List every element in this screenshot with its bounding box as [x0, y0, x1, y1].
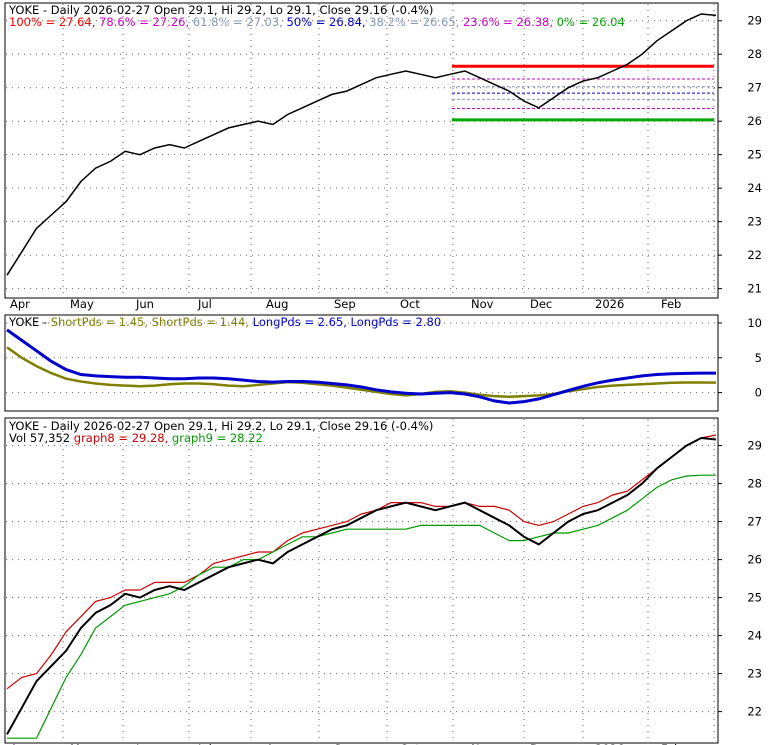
header-item: ShortPds = 1.45, [47, 315, 148, 329]
x-tick-label: Apr [10, 742, 30, 745]
x-tick-label: Sep [334, 297, 356, 311]
y-tick-label: 25 [747, 591, 762, 605]
header-item: 61.8% = 27.03, [189, 15, 283, 29]
x-tick-label: Aug [266, 297, 288, 311]
panel-2-frame [4, 314, 719, 412]
close-price-line [6, 13, 717, 276]
y-tick-label: 0 [755, 386, 762, 400]
header-item: LongPds = 2.65, [249, 315, 347, 329]
panel-2-header: YOKE - ShortPds = 1.45, ShortPds = 1.44,… [8, 315, 441, 329]
panel-1-x-axis: Apr May Jun Jul Aug Sep Oct Nov Dec 2026 Feb [10, 297, 681, 311]
y-tick-label: 28 [747, 477, 762, 491]
header-item: 78.6% = 27.26, [95, 15, 189, 29]
x-tick-label: Feb [661, 297, 681, 311]
y-tick-label: 28 [747, 47, 762, 61]
y-tick-label: 29 [747, 14, 762, 28]
y-tick-label: 5 [755, 351, 762, 365]
header-item: 23.6% = 26.38, [459, 15, 553, 29]
y-tick-label: 27 [747, 81, 762, 95]
y-tick-label: 23 [747, 215, 762, 229]
panel-1-plot [6, 13, 717, 276]
x-tick-label: Aug [266, 742, 288, 745]
x-tick-label: Jun [135, 742, 154, 745]
header-item: ShortPds = 1.44, [148, 315, 249, 329]
header-item: YOKE - [8, 315, 47, 329]
panel-1-frame [4, 2, 719, 299]
x-tick-label: May [70, 297, 94, 311]
x-tick-label: Nov [471, 297, 494, 311]
y-tick-label: 24 [747, 629, 762, 643]
header-item: graph9 = 28.22 [168, 431, 263, 445]
y-tick-label: 26 [747, 114, 762, 128]
series-graph8-line [6, 434, 717, 690]
x-tick-label: Jun [135, 297, 154, 311]
y-tick-label: 27 [747, 515, 762, 529]
header-item: 0% = 26.04 [553, 15, 625, 29]
panel-3-x-axis: Apr May Jun Jul Aug Sep Oct Nov Dec 2026 Feb [10, 742, 681, 745]
panel-3-header: YOKE - Daily 2026-02-27 Open 29.1, Hi 29… [8, 419, 433, 433]
x-tick-label: 2026 [595, 297, 624, 311]
series-shortpds-line [6, 346, 717, 399]
x-tick-label: Sep [334, 742, 356, 745]
header-item: LongPds = 2.80 [347, 315, 441, 329]
x-tick-label: Dec [530, 297, 552, 311]
header-item: 100% = 27.64, [9, 15, 95, 29]
panel-1-fib-legend: 100% = 27.64, 78.6% = 27.26, 61.8% = 27.… [9, 15, 625, 29]
panel-1-y-axis: 21 22 23 24 25 26 27 28 29 [718, 14, 762, 296]
panel-2-plot [6, 328, 717, 405]
panel-1-grid [6, 4, 717, 297]
x-tick-label: Oct [400, 742, 420, 745]
y-tick-label: 21 [747, 282, 762, 296]
x-tick-label: Dec [530, 742, 552, 745]
y-tick-label: 10 [747, 316, 762, 330]
y-tick-label: 23 [747, 667, 762, 681]
header-item: graph8 = 29.28, [70, 431, 168, 445]
y-tick-label: 24 [747, 181, 762, 195]
header-item: Vol 57,352 [9, 431, 70, 445]
panel-3-plot [6, 434, 717, 739]
y-tick-label: 26 [747, 553, 762, 567]
panel-2-y-axis: 0 5 10 [718, 316, 762, 400]
panel-3-frame [4, 417, 719, 744]
series-longpds-line [6, 328, 716, 405]
x-tick-label: Nov [471, 742, 494, 745]
y-tick-label: 22 [747, 705, 762, 719]
series-close-line [6, 436, 717, 735]
x-tick-label: Jul [197, 742, 212, 745]
x-tick-label: 2026 [595, 742, 624, 745]
panel-3-subheader: Vol 57,352 graph8 = 29.28, graph9 = 28.2… [9, 431, 263, 445]
header-item: 50% = 26.84, [283, 15, 366, 29]
x-tick-label: Jul [197, 297, 212, 311]
y-tick-label: 25 [747, 148, 762, 162]
panel-1-header: YOKE - Daily 2026-02-27 Open 29.1, Hi 29… [8, 3, 433, 17]
x-tick-label: May [70, 742, 94, 745]
x-tick-label: Feb [661, 742, 681, 745]
y-tick-label: 22 [747, 248, 762, 262]
header-item: 38.2% = 26.65, [366, 15, 460, 29]
x-tick-label: Oct [400, 297, 420, 311]
series-graph9-line [7, 474, 716, 739]
x-tick-label: Apr [10, 297, 30, 311]
panel-3-y-axis: 22 23 24 25 26 27 28 29 [718, 439, 762, 719]
y-tick-label: 29 [747, 439, 762, 453]
